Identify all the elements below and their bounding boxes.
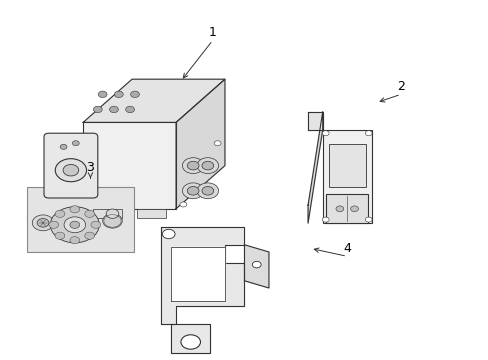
Polygon shape — [83, 79, 224, 122]
Circle shape — [125, 106, 134, 113]
Polygon shape — [171, 247, 224, 301]
Bar — [137, 209, 166, 218]
Bar — [27, 187, 134, 252]
Circle shape — [49, 221, 59, 228]
Bar — [328, 144, 365, 187]
Circle shape — [162, 229, 175, 239]
Circle shape — [114, 91, 123, 98]
Circle shape — [180, 202, 186, 207]
Text: 1: 1 — [208, 26, 216, 39]
Circle shape — [70, 237, 80, 244]
Bar — [83, 122, 176, 209]
Circle shape — [91, 221, 101, 228]
Circle shape — [182, 158, 203, 174]
Polygon shape — [244, 245, 268, 288]
Circle shape — [214, 141, 221, 146]
Circle shape — [197, 158, 218, 174]
Circle shape — [102, 214, 122, 228]
Circle shape — [84, 210, 94, 217]
Circle shape — [55, 159, 86, 182]
Polygon shape — [161, 227, 244, 324]
Circle shape — [365, 131, 371, 136]
Circle shape — [63, 165, 79, 176]
Circle shape — [365, 217, 371, 222]
Circle shape — [322, 217, 328, 222]
Circle shape — [202, 161, 213, 170]
Circle shape — [182, 183, 203, 199]
Circle shape — [181, 335, 200, 349]
Bar — [326, 194, 367, 223]
Circle shape — [106, 209, 119, 219]
Text: 4: 4 — [343, 242, 350, 255]
Circle shape — [130, 91, 139, 98]
Circle shape — [64, 217, 85, 233]
Bar — [322, 130, 371, 223]
Circle shape — [335, 206, 343, 212]
Circle shape — [60, 144, 67, 149]
Circle shape — [187, 186, 199, 195]
Circle shape — [187, 161, 199, 170]
Circle shape — [252, 261, 261, 268]
Circle shape — [350, 206, 358, 212]
FancyBboxPatch shape — [44, 133, 98, 198]
Circle shape — [84, 232, 94, 239]
Circle shape — [55, 210, 65, 217]
Circle shape — [70, 221, 80, 228]
Polygon shape — [307, 112, 322, 130]
Circle shape — [55, 232, 65, 239]
Circle shape — [202, 186, 213, 195]
Polygon shape — [176, 79, 224, 209]
Polygon shape — [171, 324, 210, 353]
Circle shape — [109, 106, 118, 113]
Circle shape — [322, 131, 328, 136]
Circle shape — [70, 206, 80, 213]
Text: 2: 2 — [396, 80, 404, 93]
Circle shape — [93, 106, 102, 113]
Bar — [93, 209, 122, 218]
Text: 3: 3 — [86, 161, 94, 174]
Circle shape — [50, 207, 99, 243]
Circle shape — [32, 215, 54, 231]
Polygon shape — [307, 112, 322, 223]
Circle shape — [37, 219, 49, 227]
Circle shape — [197, 183, 218, 199]
Circle shape — [98, 91, 107, 98]
Circle shape — [72, 141, 79, 146]
